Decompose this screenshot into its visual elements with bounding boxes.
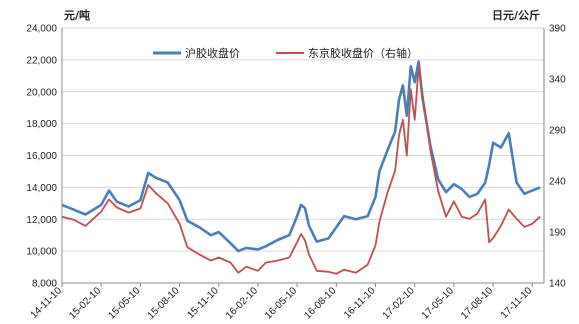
legend-label-tocom: 东京胶收盘价（右轴）	[308, 46, 418, 60]
x-tick-label: 15-05-10	[106, 285, 142, 321]
series-lines	[61, 60, 541, 275]
right-tick-label: 190	[549, 228, 566, 239]
x-tick-label: 16-05-10	[263, 285, 299, 321]
series-line-tocom	[61, 65, 541, 275]
legend: 沪胶收盘价 东京胶收盘价（右轴）	[153, 46, 418, 60]
left-tick-label: 18,000	[26, 119, 57, 130]
right-axis-ticks: 390 340 290 240 190 140	[549, 24, 566, 290]
x-tick-label: 17-11-10	[499, 285, 535, 321]
x-axis-ticks: 14-11-10 15-02-10 15-05-10 15-08-10 15-11-10…	[29, 283, 535, 321]
x-tick-label: 15-08-10	[146, 285, 182, 321]
x-tick-label: 17-08-10	[459, 285, 495, 321]
gridlines	[62, 27, 544, 252]
right-tick-label: 340	[549, 75, 566, 86]
x-tick-label: 15-11-10	[185, 285, 221, 321]
x-tick-label: 14-11-10	[29, 285, 65, 321]
left-tick-label: 14,000	[26, 183, 57, 194]
left-tick-label: 16,000	[26, 151, 57, 162]
x-tick-label: 16-02-10	[224, 285, 260, 321]
left-tick-label: 20,000	[26, 87, 57, 98]
left-tick-label: 12,000	[26, 215, 57, 226]
left-tick-label: 22,000	[26, 55, 57, 66]
legend-label-shfe: 沪胶收盘价	[185, 46, 240, 60]
x-tick-label: 17-02-10	[381, 285, 417, 321]
right-tick-label: 290	[549, 126, 566, 137]
right-tick-label: 390	[549, 24, 566, 35]
left-tick-label: 24,000	[26, 24, 57, 35]
left-axis-ticks: 24,000 22,000 20,000 18,000 16,000 14,000 12,0…	[26, 24, 57, 290]
right-axis-unit: 日元/公斤	[492, 8, 540, 22]
x-tick-label: 16-08-10	[302, 285, 338, 321]
right-tick-label: 140	[549, 279, 566, 290]
x-tick-label: 17-05-10	[420, 285, 456, 321]
x-tick-label: 16-11-10	[342, 285, 378, 321]
left-tick-label: 8,000	[32, 279, 57, 290]
right-tick-label: 240	[549, 177, 566, 188]
series-line-shfe	[61, 60, 541, 253]
left-axis-unit: 元/吨	[64, 8, 90, 22]
left-tick-label: 10,000	[26, 247, 57, 258]
x-tick-label: 15-02-10	[67, 285, 103, 321]
